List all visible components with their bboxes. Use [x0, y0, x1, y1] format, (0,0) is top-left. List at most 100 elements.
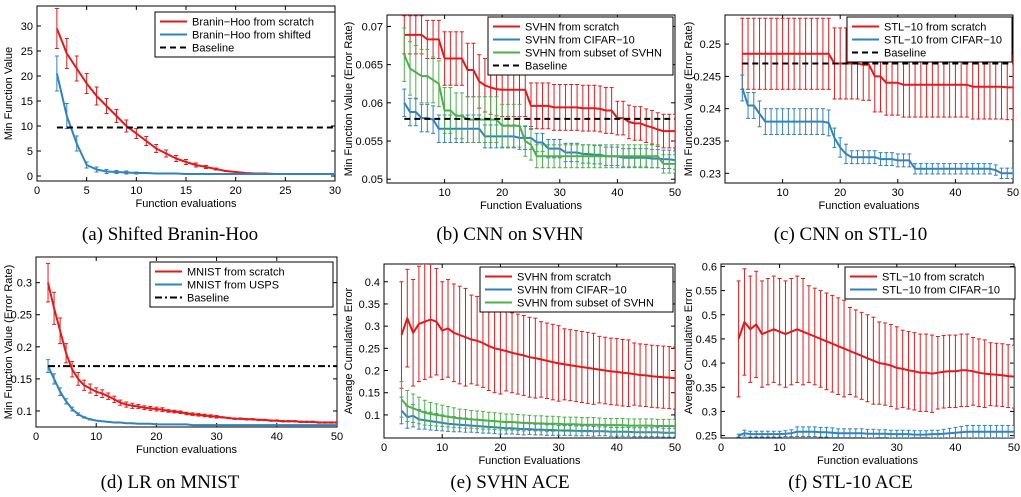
series-1: [740, 74, 1013, 179]
y-axis-label: Average Cumulative Error: [343, 287, 355, 414]
y-tick-label: 0.1: [17, 406, 32, 418]
y-tick-label: 25: [21, 46, 33, 58]
series-line: [47, 282, 337, 424]
x-tick-label: 50: [669, 442, 681, 454]
x-tick-label: 20: [230, 185, 242, 197]
y-tick-label: 0.5: [702, 310, 717, 322]
y-tick-label: 0.35: [359, 299, 380, 311]
x-tick-label: 15: [180, 185, 192, 197]
legend-label: SVHN from CIFAR−10: [525, 35, 635, 47]
x-tick-label: 5: [84, 185, 90, 197]
x-tick-label: 50: [331, 431, 343, 443]
x-axis-label: Function evaluations: [819, 200, 920, 212]
legend-box: [479, 266, 674, 313]
panel-f: 0 10 20 30 40 50 0.25 0.3 0.35 0.4 0.45 0.5 0.55 0.6 F…: [680, 250, 1021, 497]
x-tick-label: 30: [552, 442, 564, 454]
y-axis-label: Average Cumulative Error: [683, 287, 695, 414]
y-tick-label: 0.15: [11, 374, 32, 386]
x-tick-label: 30: [329, 185, 341, 197]
y-tick-label: 0: [27, 171, 33, 183]
y-axis-label: Min Function Value (Error Rate): [343, 22, 355, 176]
chart-b: 10 20 30 40 50 0.05 0.055 0.06 0.065 0.07 Function…: [343, 14, 681, 212]
x-tick-label: 30: [892, 187, 904, 199]
legend-label: Branin−Hoo from shifted: [192, 30, 311, 42]
x-tick-label: 40: [611, 187, 623, 199]
y-tick-label: 0.055: [355, 136, 383, 148]
y-tick-label: 0.06: [362, 98, 383, 110]
x-tick-label: 50: [1008, 442, 1020, 454]
legend-label: STL−10 from scratch: [884, 22, 986, 34]
x-axis-label: Function evaluations: [136, 198, 237, 210]
x-tick-label: 40: [271, 431, 283, 443]
series-1: [54, 55, 335, 175]
x-tick-label: 10: [773, 442, 785, 454]
series-1: [46, 359, 337, 427]
y-tick-label: 0.05: [362, 174, 383, 186]
caption-d: (d) LR on MNIST: [100, 472, 240, 493]
panel-b: 10 20 30 40 50 0.05 0.055 0.06 0.065 0.07 Function…: [340, 0, 681, 250]
legend-label: Branin−Hoo from scratch: [192, 17, 314, 29]
y-tick-label: 0.2: [17, 342, 32, 354]
series-line: [47, 365, 337, 427]
y-tick-label: 0.15: [359, 388, 380, 400]
caption-b: (b) CNN on SVHN: [436, 224, 584, 245]
x-tick-label: 20: [496, 187, 508, 199]
legend-label: STL−10 from scratch: [882, 272, 984, 284]
x-tick-label: 0: [381, 442, 387, 454]
x-tick-label: 10: [776, 187, 788, 199]
series-line: [403, 54, 675, 165]
x-tick-label: 20: [494, 442, 506, 454]
series-line: [400, 398, 675, 427]
y-tick-label: 0.3: [365, 321, 380, 333]
legend-label: Baseline: [884, 48, 926, 60]
x-tick-label: 20: [832, 442, 844, 454]
legend-box: [844, 266, 1016, 300]
caption-a: (a) Shifted Branin-Hoo: [81, 224, 259, 245]
panel-d: 0 10 20 30 40 50 0.1 0.15 0.2 0.25 0.3 Function eva…: [0, 250, 343, 497]
x-axis-label: Function Evaluations: [478, 455, 581, 467]
plot-frame: [386, 14, 676, 184]
x-tick-label: 50: [669, 187, 681, 199]
x-axis-label: Function evaluations: [136, 444, 237, 456]
legend-label: MNIST from scratch: [187, 267, 285, 279]
panel-a: 0 5 10 15 20 25 30 0 5 10 15 20 25 30 Function evaluat…: [0, 0, 341, 250]
y-tick-label: 0.4: [365, 277, 380, 289]
y-tick-label: 0.25: [11, 310, 32, 322]
series-0: [402, 15, 675, 149]
y-tick-label: 0.35: [696, 382, 717, 394]
series-line: [55, 73, 335, 175]
plot-frame: [35, 256, 338, 428]
x-tick-label: 10: [90, 431, 102, 443]
legend-label: Baseline: [187, 293, 229, 305]
chart-e: 0 10 20 30 40 50 0.1 0.15 0.2 0.25 0.3 0.35 0.4 Funct…: [343, 263, 681, 467]
y-tick-label: 0.1: [365, 410, 380, 422]
y-axis-label: Min Function Value: [3, 47, 15, 140]
series-2: [399, 381, 675, 434]
series-line: [738, 430, 1014, 437]
chart-a: 0 5 10 15 20 25 30 0 5 10 15 20 25 30 Function evaluat…: [3, 5, 341, 210]
x-tick-label: 40: [611, 442, 623, 454]
y-axis-label: Min Function Value (Error Rate): [3, 265, 15, 419]
y-tick-label: 0.065: [355, 60, 383, 72]
y-tick-label: 30: [21, 21, 33, 33]
y-tick-label: 0.235: [693, 136, 721, 148]
legend-label: SVHN from scratch: [525, 22, 619, 34]
y-tick-label: 0.07: [362, 21, 383, 33]
x-tick-label: 40: [949, 187, 961, 199]
legend-label: STL−10 from CIFAR−10: [884, 35, 1002, 47]
y-tick-label: 0.24: [700, 104, 721, 116]
y-tick-label: 0.55: [696, 286, 717, 298]
caption-f: (f) STL-10 ACE: [788, 472, 913, 493]
x-tick-label: 20: [834, 187, 846, 199]
x-tick-label: 10: [130, 185, 142, 197]
x-axis-label: Function evaluations: [817, 455, 918, 467]
y-tick-label: 0.45: [696, 334, 717, 346]
series-line: [741, 87, 1013, 175]
y-tick-label: 5: [27, 146, 33, 158]
series-line: [742, 52, 1013, 89]
